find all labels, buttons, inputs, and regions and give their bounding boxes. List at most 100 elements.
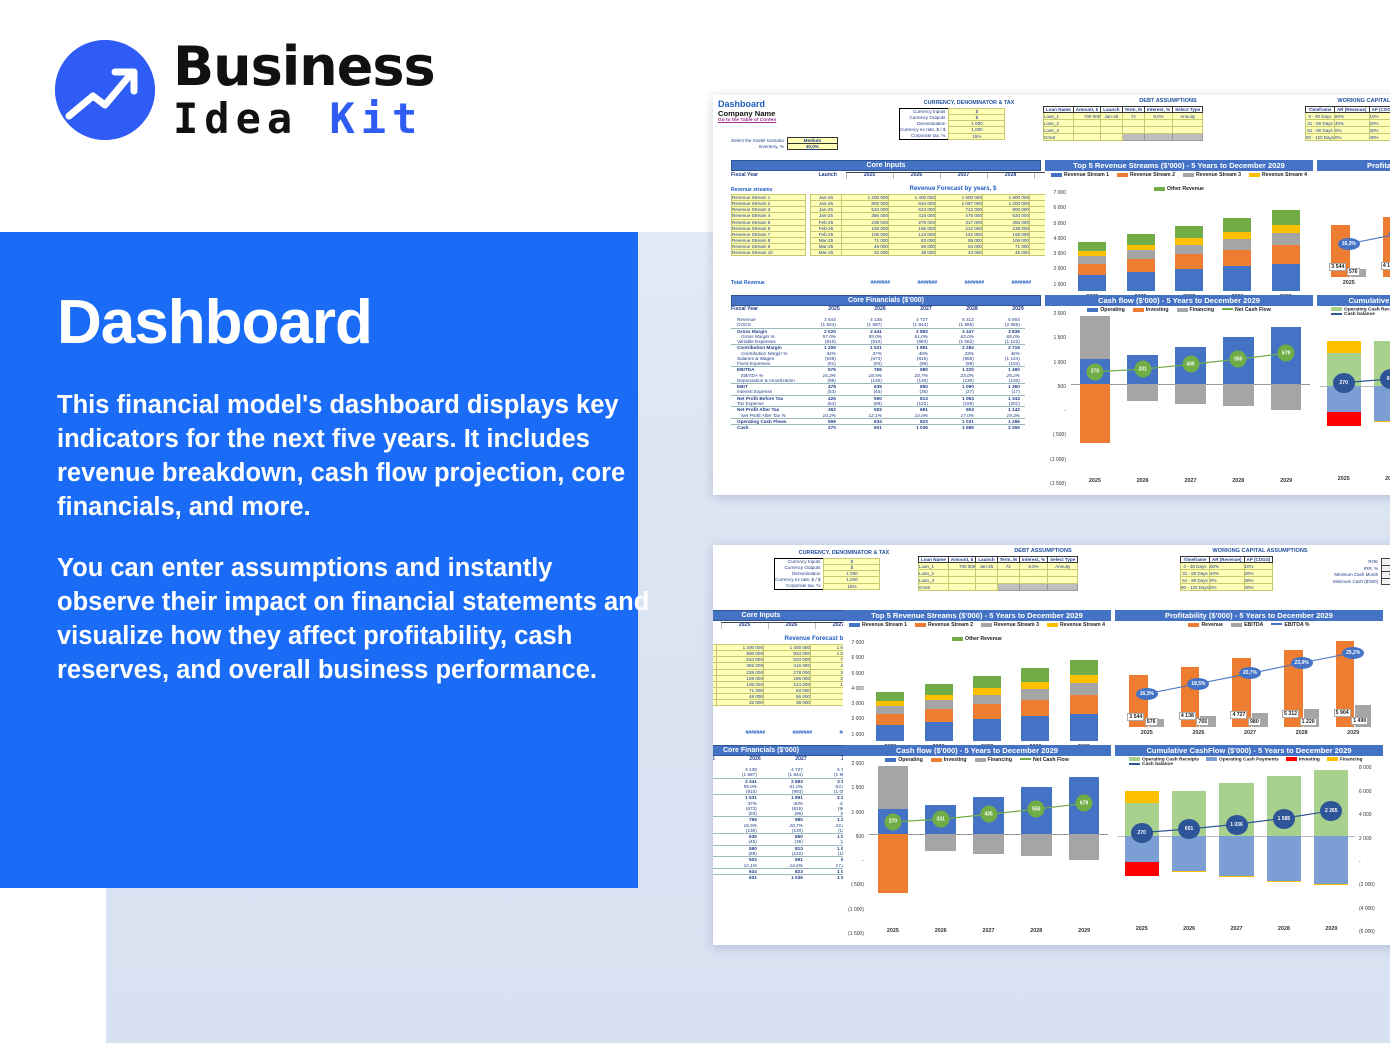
chart-cash-flow[interactable]: Cash flow ($'000) - 5 Years to December … bbox=[1045, 295, 1313, 491]
cell-value[interactable] bbox=[1143, 119, 1174, 128]
cell-value[interactable] bbox=[1121, 119, 1145, 128]
cell-value[interactable]: Grant bbox=[1043, 133, 1074, 142]
cell-value[interactable]: 40% bbox=[1243, 583, 1274, 592]
cell-value[interactable]: 15% bbox=[823, 582, 881, 590]
cell-value[interactable] bbox=[996, 576, 1020, 585]
cell-stream-name[interactable]: Revenue Stream 2 bbox=[731, 200, 806, 208]
chart-revenue-streams[interactable]: Top 5 Revenue Streams ($'000) - 5 Years … bbox=[1045, 160, 1313, 303]
cell-value[interactable]: 0 - 30 Days bbox=[1304, 112, 1336, 121]
cell-value[interactable]: $ bbox=[948, 114, 1006, 122]
chart-cumulative-cashflow[interactable]: Cumulative CashFlow ($'000) - 5 Years to… bbox=[1317, 295, 1390, 491]
cell-value[interactable] bbox=[996, 569, 1020, 578]
cell-value[interactable] bbox=[1100, 119, 1123, 128]
dashboard-screenshot-bottom[interactable]: Dashboard Company Name Go to the Table o… bbox=[713, 545, 1390, 945]
cell-value[interactable] bbox=[947, 576, 977, 585]
cell-amount[interactable]: 38 000 bbox=[763, 699, 811, 707]
cell-value[interactable]: Annuity bbox=[1172, 112, 1204, 121]
cell-value[interactable]: 15% bbox=[948, 132, 1006, 140]
cell-value[interactable] bbox=[1072, 133, 1102, 142]
cell-stream-name[interactable]: Revenue Stream 9 bbox=[731, 243, 806, 251]
cell-value[interactable] bbox=[1047, 583, 1079, 592]
cell-value[interactable]: 20% bbox=[1368, 119, 1390, 128]
cell-value[interactable] bbox=[1018, 583, 1049, 592]
cell-value[interactable]: Jan-25 bbox=[1100, 112, 1123, 121]
cell-value[interactable] bbox=[1172, 119, 1204, 128]
cell-stream-name[interactable]: Revenue Stream 1 bbox=[731, 193, 806, 202]
cell-value[interactable] bbox=[1072, 119, 1102, 128]
chart-cash-flow[interactable]: Cash flow ($'000) - 5 Years to December … bbox=[843, 745, 1111, 941]
cell-value[interactable]: 1 000 bbox=[823, 570, 881, 578]
cell-value[interactable]: 10% bbox=[1243, 562, 1274, 571]
cell-value[interactable]: 61 - 90 Days bbox=[1179, 576, 1211, 585]
cell-value[interactable]: 60% bbox=[1334, 112, 1370, 121]
cell-value[interactable]: 0 - 30 Days bbox=[1179, 562, 1211, 571]
cell-value[interactable] bbox=[1121, 133, 1145, 142]
cell-amount[interactable]: 32 000 bbox=[841, 249, 889, 257]
cell-value[interactable] bbox=[1143, 126, 1174, 135]
cell-value[interactable]: 20% bbox=[1243, 569, 1274, 578]
cell-value[interactable]: $ bbox=[823, 557, 881, 566]
cell-value[interactable] bbox=[1018, 576, 1049, 585]
cell-value[interactable] bbox=[975, 583, 998, 592]
cell-value[interactable]: 0% bbox=[1209, 583, 1245, 592]
cell-value[interactable]: 40% bbox=[1209, 569, 1245, 578]
cell-value[interactable] bbox=[1121, 126, 1145, 135]
cell-value[interactable] bbox=[1100, 133, 1123, 142]
chart-revenue-streams[interactable]: Top 5 Revenue Streams ($'000) - 5 Years … bbox=[843, 610, 1111, 753]
cell-value[interactable]: Loan_3 bbox=[918, 576, 949, 585]
cell-value[interactable]: $ bbox=[823, 564, 881, 572]
cell-value[interactable]: Loan_2 bbox=[1043, 119, 1074, 128]
cell-value[interactable]: 0% bbox=[1334, 126, 1370, 135]
cell-value[interactable]: 30% bbox=[1368, 126, 1390, 135]
cell-value[interactable]: $ bbox=[948, 107, 1006, 116]
cell-value[interactable] bbox=[1172, 133, 1204, 142]
cell-value[interactable]: 0% bbox=[1334, 133, 1370, 142]
cell-stream-name[interactable]: Revenue Stream 3 bbox=[731, 206, 806, 214]
cell-amount[interactable]: 43 000 bbox=[935, 249, 983, 257]
cell-value[interactable]: Jan-25 bbox=[975, 562, 998, 571]
cell-value[interactable] bbox=[1047, 569, 1079, 578]
cell-launch[interactable]: Mar-25 bbox=[810, 249, 842, 257]
cell-amount[interactable]: 38 000 bbox=[888, 249, 936, 257]
cell-value[interactable]: 8,0% bbox=[1143, 112, 1174, 121]
cell-value[interactable] bbox=[975, 576, 998, 585]
cell-value[interactable] bbox=[1100, 126, 1123, 135]
cell-value[interactable]: 30% bbox=[1243, 576, 1274, 585]
chart-cumulative-cashflow[interactable]: Cumulative CashFlow ($'000) - 5 Years to… bbox=[1115, 745, 1383, 941]
cell-value[interactable]: 72 bbox=[1121, 112, 1145, 121]
cell-value[interactable] bbox=[947, 569, 977, 578]
cell-value[interactable] bbox=[1072, 126, 1102, 135]
cell-value[interactable]: 61 - 90 Days bbox=[1304, 126, 1336, 135]
cell-value[interactable]: Loan_1 bbox=[1043, 112, 1074, 121]
cell-value[interactable]: 0% bbox=[1209, 576, 1245, 585]
cell-value[interactable] bbox=[947, 583, 977, 592]
cell-value[interactable]: 1 000 bbox=[948, 120, 1006, 128]
cell-stream-name[interactable]: Revenue Stream 5 bbox=[731, 218, 806, 226]
cell-amount[interactable]: 32 000 bbox=[716, 699, 764, 707]
cell-value[interactable]: 90 - 120 Days bbox=[1179, 583, 1211, 592]
cell-value[interactable]: 90 - 120 Days bbox=[1304, 133, 1336, 142]
cell-stream-name[interactable]: Revenue Stream 6 bbox=[731, 224, 806, 232]
cell-value[interactable]: 31 - 60 Days bbox=[1179, 569, 1211, 578]
cell-value[interactable]: Annuity bbox=[1047, 562, 1079, 571]
cell-value[interactable]: Loan_3 bbox=[1043, 126, 1074, 135]
cell-value[interactable]: 72 bbox=[996, 562, 1020, 571]
cell-value[interactable] bbox=[1047, 576, 1079, 585]
cell-value[interactable]: 700 000 bbox=[1072, 112, 1102, 121]
cell-value[interactable] bbox=[1143, 133, 1174, 142]
dashboard-screenshot-top[interactable]: Dashboard Company Name Go to the Table o… bbox=[713, 95, 1390, 495]
cell-value[interactable]: Loan_1 bbox=[918, 562, 949, 571]
scenario-value[interactable]: Medium bbox=[786, 136, 838, 145]
cell-value[interactable] bbox=[975, 569, 998, 578]
cell-amount[interactable]: 48 000 bbox=[982, 249, 1030, 257]
cell-value[interactable]: 1,000 bbox=[823, 576, 881, 584]
cell-stream-name[interactable]: Revenue Stream 10 bbox=[731, 249, 806, 257]
cell-value[interactable] bbox=[1018, 569, 1049, 578]
cell-value[interactable]: 60% bbox=[1209, 562, 1245, 571]
table-of-contents-link[interactable]: Go to the Table of Conten bbox=[718, 118, 777, 123]
cell-stream-name[interactable]: Revenue Stream 7 bbox=[731, 230, 806, 238]
inventory-value[interactable]: 30,0% bbox=[786, 143, 838, 151]
cell-stream-name[interactable]: Revenue Stream 8 bbox=[731, 236, 806, 245]
cell-value[interactable]: 31 - 60 Days bbox=[1304, 119, 1336, 128]
cell-value[interactable]: Loan_2 bbox=[918, 569, 949, 578]
